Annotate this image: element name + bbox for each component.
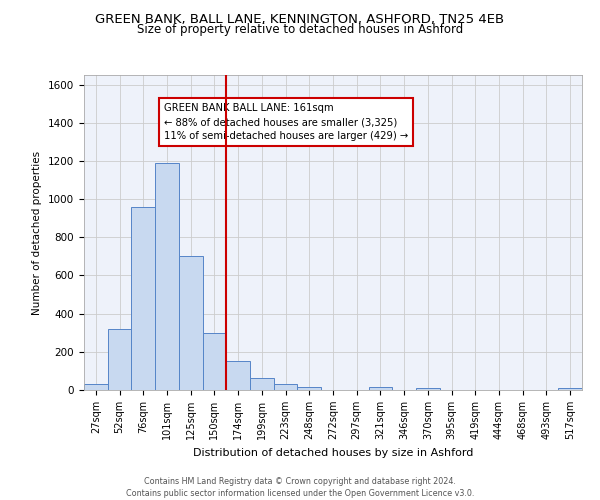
Bar [203, 332, 226, 390]
Y-axis label: Number of detached properties: Number of detached properties [32, 150, 43, 314]
Bar [368, 387, 392, 390]
Bar [274, 384, 298, 390]
Text: GREEN BANK, BALL LANE, KENNINGTON, ASHFORD, TN25 4EB: GREEN BANK, BALL LANE, KENNINGTON, ASHFO… [95, 12, 505, 26]
Bar [155, 163, 179, 390]
Bar [558, 388, 582, 390]
Text: Size of property relative to detached houses in Ashford: Size of property relative to detached ho… [137, 22, 463, 36]
Bar [298, 387, 321, 390]
Bar [131, 206, 155, 390]
Bar [108, 329, 131, 390]
Bar [179, 256, 203, 390]
Bar [84, 384, 108, 390]
X-axis label: Distribution of detached houses by size in Ashford: Distribution of detached houses by size … [193, 448, 473, 458]
Text: Contains HM Land Registry data © Crown copyright and database right 2024.
Contai: Contains HM Land Registry data © Crown c… [126, 476, 474, 498]
Bar [226, 362, 250, 390]
Bar [416, 388, 440, 390]
Text: GREEN BANK BALL LANE: 161sqm
← 88% of detached houses are smaller (3,325)
11% of: GREEN BANK BALL LANE: 161sqm ← 88% of de… [164, 104, 408, 142]
Bar [250, 378, 274, 390]
